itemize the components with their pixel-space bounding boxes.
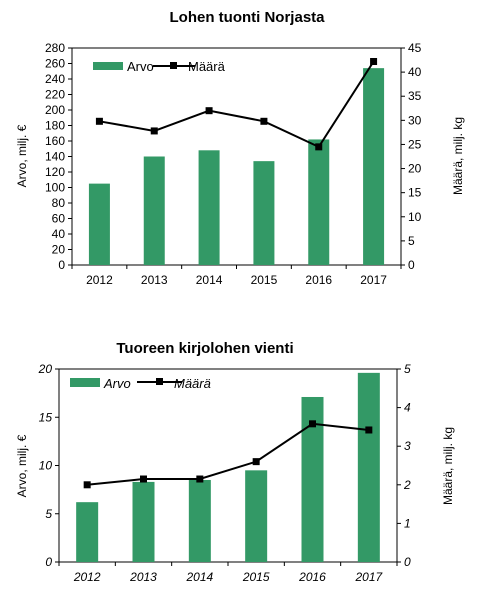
y2-tick-label: 10 xyxy=(408,210,422,224)
x-tick-label-2017: 2017 xyxy=(360,273,387,287)
y2-tick-label: 20 xyxy=(408,162,422,176)
y-tick-label: 60 xyxy=(52,212,66,226)
line-point-2016 xyxy=(315,143,323,151)
y2-tick-label: 4 xyxy=(404,401,411,415)
y-tick-label: 5 xyxy=(45,507,52,521)
y-tick-label: 140 xyxy=(45,150,65,164)
y2-tick-label: 15 xyxy=(408,186,422,200)
y-tick-label: 20 xyxy=(52,243,66,257)
chart-2-plot-frame xyxy=(58,368,398,563)
y-tick-label: 100 xyxy=(45,181,65,195)
chart-1-y2label: Määrä, milj. kg xyxy=(451,117,465,195)
chart-2-legend-bar-label: Arvo xyxy=(103,376,131,391)
chart-2-legend-line-label: Määrä xyxy=(174,376,211,391)
y-tick-label: 180 xyxy=(45,119,65,133)
x-tick-label-2012: 2012 xyxy=(73,570,101,584)
y-tick-label: 240 xyxy=(45,72,65,86)
line-point-2017 xyxy=(365,426,373,434)
y2-tick-label: 40 xyxy=(408,65,422,79)
bar-2015 xyxy=(253,161,275,265)
x-tick-label-2014: 2014 xyxy=(196,273,223,287)
line-point-2013 xyxy=(140,475,147,483)
bar-2017 xyxy=(363,68,385,266)
x-tick-label-2017: 2017 xyxy=(354,570,383,584)
line-point-2015 xyxy=(260,117,268,125)
chart-2-y2label: Määrä, milj. kg xyxy=(441,427,455,505)
line-point-2014 xyxy=(196,475,204,483)
y-tick-label: 280 xyxy=(45,41,65,55)
x-tick-label-2015: 2015 xyxy=(242,570,270,584)
chart-1-legend-bar-swatch xyxy=(93,62,123,70)
chart-2-title: Tuoreen kirjolohen vienti xyxy=(116,340,293,357)
chart-2-legend-bar-swatch xyxy=(70,378,100,387)
y-tick-label: 0 xyxy=(58,258,65,272)
y-tick-label: 20 xyxy=(38,362,53,376)
chart-1: Lohen tuonti Norjasta 020406080100120140… xyxy=(15,9,465,287)
chart-1-legend: Arvo Määrä xyxy=(93,59,226,74)
y-tick-label: 200 xyxy=(45,103,65,117)
bar-2012 xyxy=(88,183,110,265)
y2-tick-label: 5 xyxy=(408,234,415,248)
x-tick-label-2012: 2012 xyxy=(86,273,113,287)
bar-2016 xyxy=(308,139,330,265)
line-point-2014 xyxy=(205,107,213,115)
bar-2017 xyxy=(357,372,380,562)
y-tick-label: 260 xyxy=(45,57,65,71)
bar-2012 xyxy=(76,502,99,562)
y2-tick-label: 30 xyxy=(408,113,422,127)
y-tick-label: 120 xyxy=(45,165,65,179)
x-tick-label-2013: 2013 xyxy=(129,570,157,584)
line-point-2012 xyxy=(83,481,91,489)
y-tick-label: 15 xyxy=(39,410,53,424)
line-series-maara xyxy=(87,422,369,486)
y2-tick-label: 45 xyxy=(408,41,422,55)
y2-tick-label: 0 xyxy=(408,258,415,272)
bar-2013 xyxy=(132,481,155,562)
y-tick-label: 10 xyxy=(39,459,53,473)
y2-tick-label: 25 xyxy=(408,137,422,151)
x-tick-label-2015: 2015 xyxy=(251,273,278,287)
chart-1-legend-line-label: Määrä xyxy=(188,59,226,74)
y2-tick-label: 3 xyxy=(404,439,411,453)
bar-2014 xyxy=(188,479,211,562)
line-point-2013 xyxy=(150,127,158,135)
y2-tick-label: 5 xyxy=(404,362,411,376)
bar-2014 xyxy=(198,150,220,265)
chart-1-legend-line-marker xyxy=(170,62,177,69)
y2-tick-label: 2 xyxy=(403,478,411,492)
x-tick-label-2016: 2016 xyxy=(298,570,326,584)
line-point-2016 xyxy=(309,420,316,428)
chart-1-plot-frame xyxy=(71,47,402,266)
bar-2013 xyxy=(143,156,165,265)
line-series-maara xyxy=(99,60,375,149)
chart-1-title: Lohen tuonti Norjasta xyxy=(170,9,326,26)
line-point-2017 xyxy=(370,58,378,66)
x-tick-label-2014: 2014 xyxy=(185,570,213,584)
y-tick-label: 220 xyxy=(45,88,65,102)
chart-2-legend-line-marker xyxy=(156,378,163,385)
y2-tick-label: 35 xyxy=(408,89,422,103)
x-tick-label-2016: 2016 xyxy=(305,273,332,287)
x-tick-label-2013: 2013 xyxy=(141,273,168,287)
chart-1-ylabel: Arvo, milj. € xyxy=(15,124,29,187)
chart-1-legend-bar-label: Arvo xyxy=(127,59,154,74)
y-tick-label: 0 xyxy=(45,555,52,569)
y2-tick-label: 0 xyxy=(404,555,411,569)
chart-2-ylabel: Arvo, milj. € xyxy=(15,434,29,497)
chart-2-legend: Arvo Määrä xyxy=(70,376,211,391)
chart-2: Tuoreen kirjolohen vienti 0 5 10 15 20 0 1 2 3 4… xyxy=(15,340,455,584)
line-point-2015 xyxy=(252,458,260,466)
bar-2015 xyxy=(245,470,268,562)
y2-tick-label: 1 xyxy=(404,516,411,530)
y-tick-label: 40 xyxy=(52,227,66,241)
y-tick-label: 80 xyxy=(52,196,66,210)
y-tick-label: 160 xyxy=(45,134,65,148)
bar-2016 xyxy=(301,396,324,562)
line-point-2012 xyxy=(95,117,103,125)
